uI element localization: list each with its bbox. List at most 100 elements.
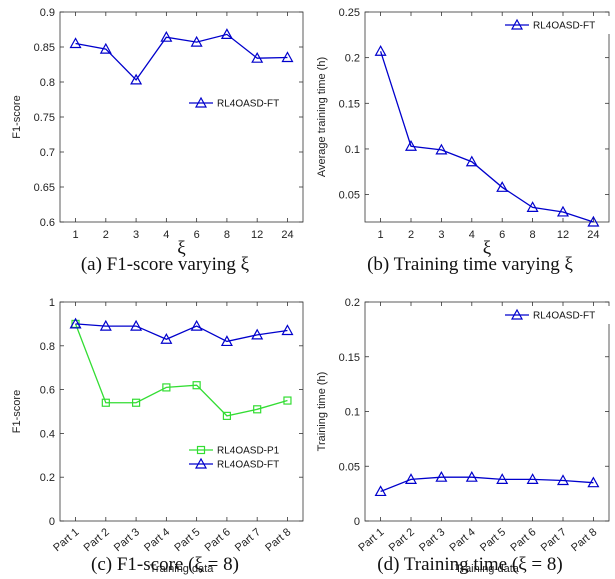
y-tick-label: 0.65 bbox=[34, 182, 55, 194]
legend-marker bbox=[194, 457, 208, 469]
x-tick-label: 2 bbox=[103, 229, 109, 241]
data-point bbox=[101, 398, 110, 407]
y-tick-label: 0.7 bbox=[40, 147, 55, 159]
x-tick-label: Part 3 bbox=[417, 526, 447, 554]
y-tick-label: 0.15 bbox=[339, 98, 360, 110]
y-tick-label: 0.9 bbox=[40, 7, 55, 19]
data-point bbox=[556, 205, 570, 217]
legend-box bbox=[501, 16, 613, 34]
x-tick-label: Part 7 bbox=[233, 526, 263, 554]
data-point bbox=[465, 470, 478, 482]
y-tick-label: 0.8 bbox=[40, 77, 55, 89]
plot-frame bbox=[364, 11, 610, 223]
data-point bbox=[220, 335, 233, 347]
plot-frame bbox=[59, 301, 304, 522]
series-line bbox=[380, 476, 594, 493]
y-tick-label: 0 bbox=[354, 516, 360, 528]
chart-caption: (c) F1-score (ξ = 8) bbox=[91, 554, 239, 575]
data-point bbox=[374, 45, 387, 56]
x-tick-label: Part 2 bbox=[82, 526, 112, 554]
data-point bbox=[465, 155, 478, 167]
y-tick-label: 0.05 bbox=[339, 461, 360, 473]
data-point bbox=[281, 51, 294, 63]
data-point bbox=[130, 73, 143, 85]
data-point bbox=[404, 473, 418, 484]
series-line bbox=[75, 33, 288, 81]
plot-frame bbox=[59, 11, 304, 223]
x-tick-label: 3 bbox=[133, 229, 139, 241]
x-axis-label: Training data bbox=[455, 563, 520, 575]
x-tick-label: Part 4 bbox=[142, 526, 172, 554]
chart-f1-varying-xi: 0.60.650.70.750.80.850.91 2 3 4 6 8 12 24F1-sco… bbox=[11, 7, 304, 275]
data-point bbox=[160, 30, 173, 42]
series-line bbox=[75, 323, 288, 343]
data-point bbox=[253, 405, 262, 414]
x-tick-label: 1 bbox=[72, 229, 78, 241]
x-tick-label: Part 4 bbox=[448, 526, 478, 554]
data-point bbox=[283, 396, 292, 405]
x-tick-label: 6 bbox=[499, 229, 505, 241]
data-point bbox=[496, 473, 509, 484]
x-tick-label: Part 8 bbox=[569, 526, 599, 554]
data-point bbox=[435, 143, 448, 155]
data-point bbox=[404, 139, 418, 151]
x-tick-label: 1 bbox=[378, 229, 384, 241]
x-tick-label: Part 6 bbox=[203, 526, 233, 554]
data-point bbox=[160, 332, 173, 344]
data-point bbox=[222, 411, 232, 420]
chart-caption: (b) Training time varying ξ bbox=[367, 254, 573, 275]
y-tick-label: 0.2 bbox=[345, 53, 360, 65]
legend-box bbox=[185, 94, 297, 112]
legend-label: RL4OASD-P1 bbox=[217, 446, 280, 457]
y-tick-label: 0.85 bbox=[34, 42, 55, 54]
x-tick-label: Part 2 bbox=[387, 526, 417, 554]
data-point bbox=[192, 381, 201, 390]
x-tick-label: 12 bbox=[251, 229, 263, 241]
data-point bbox=[587, 215, 600, 227]
data-point bbox=[496, 181, 509, 192]
data-point bbox=[526, 473, 539, 484]
y-tick-label: 0.25 bbox=[339, 7, 360, 19]
y-tick-label: 0.05 bbox=[339, 190, 360, 202]
x-tick-label: 3 bbox=[438, 229, 444, 241]
legend-marker bbox=[510, 18, 524, 30]
data-point bbox=[251, 51, 264, 63]
legend-marker bbox=[510, 308, 524, 320]
x-tick-label: Part 7 bbox=[539, 526, 569, 554]
data-point bbox=[556, 474, 570, 486]
legend-label: RL4OASD-FT bbox=[217, 460, 279, 471]
y-tick-label: 0 bbox=[49, 516, 55, 528]
y-tick-label: 0.6 bbox=[40, 385, 55, 397]
data-point bbox=[374, 485, 387, 497]
x-tick-label: 24 bbox=[587, 229, 599, 241]
x-axis-label: Training data bbox=[150, 563, 215, 575]
x-tick-label: 8 bbox=[224, 229, 230, 241]
chart-caption: (d) Training time (ξ = 8) bbox=[377, 554, 562, 575]
series-line bbox=[379, 51, 594, 223]
data-point bbox=[130, 319, 143, 331]
y-axis-label: Average training time (h) bbox=[316, 57, 328, 177]
data-point bbox=[587, 476, 600, 488]
plot-frame bbox=[364, 301, 610, 522]
legend-marker bbox=[196, 445, 206, 455]
data-point bbox=[526, 201, 539, 212]
data-point bbox=[251, 328, 264, 340]
data-point bbox=[131, 398, 141, 407]
data-point bbox=[162, 383, 171, 392]
y-tick-label: 1 bbox=[49, 297, 55, 309]
x-tick-label: Part 1 bbox=[51, 526, 81, 554]
data-point bbox=[69, 37, 82, 49]
x-tick-label: 12 bbox=[557, 229, 569, 241]
x-tick-label: 4 bbox=[163, 229, 169, 241]
x-tick-label: 2 bbox=[408, 229, 414, 241]
x-axis-label: ξ bbox=[177, 238, 186, 259]
x-axis-label: ξ bbox=[483, 238, 492, 259]
data-point bbox=[435, 470, 448, 482]
x-tick-label: Part 6 bbox=[508, 526, 538, 554]
y-tick-label: 0.2 bbox=[40, 472, 55, 484]
y-axis-label: F1-score bbox=[11, 390, 23, 433]
data-point bbox=[220, 28, 233, 40]
y-tick-label: 0.2 bbox=[345, 297, 360, 309]
